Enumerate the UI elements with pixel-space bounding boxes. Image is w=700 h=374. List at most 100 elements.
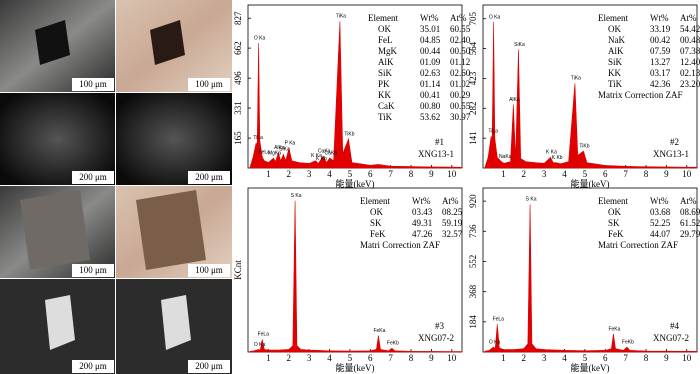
table-header: Wt% (650, 13, 669, 23)
sample-number: #2 (670, 137, 679, 147)
peak-label: O Ka (489, 339, 501, 345)
table-cell: 01.14 (420, 79, 441, 89)
x-tick-label: 3 (307, 353, 312, 363)
table-cell: KK (378, 90, 391, 100)
table-cell: MgK (378, 46, 398, 56)
table-cell: FeL (378, 35, 393, 45)
table-cell: FeK (370, 229, 386, 239)
scale-box (188, 360, 230, 373)
grain (35, 20, 70, 65)
spectrum (484, 204, 698, 353)
x-tick-label: 10 (447, 169, 457, 179)
table-header: Element (360, 196, 390, 206)
x-tick-label: 3 (542, 353, 547, 363)
table-cell: 12.40 (680, 57, 700, 67)
y-tick-label: 705 (468, 12, 478, 26)
table-cell: 42.36 (650, 79, 671, 89)
x-tick-label: 7 (388, 353, 393, 363)
x-tick-label: 7 (388, 169, 393, 179)
table-cell: 61.52 (680, 218, 700, 228)
x-tick-label: 3 (307, 169, 312, 179)
table-cell: FeK (608, 229, 624, 239)
table-cell: 01.02 (450, 79, 470, 89)
table-cell: SK (608, 218, 620, 228)
table-cell: 54.42 (680, 24, 700, 34)
table-footer: Matri Correction ZAF (360, 240, 440, 250)
y-tick-label: 496 (233, 71, 243, 85)
peak-label: FeKa (373, 328, 385, 334)
table-header: At% (680, 13, 697, 23)
x-tick-label: 2 (287, 353, 292, 363)
x-tick-label: 1 (266, 169, 271, 179)
x-axis-label: 能量(keV) (571, 362, 610, 373)
table-cell: 00.50 (450, 46, 471, 56)
x-tick-label: 2 (522, 353, 527, 363)
table-cell: 00.42 (650, 35, 670, 45)
table-cell: CaK (378, 101, 395, 111)
x-tick-label: 5 (348, 169, 353, 179)
y-tick-label: 827 (233, 11, 243, 25)
table-cell: SK (370, 218, 382, 228)
peak-label: K Ka (546, 150, 557, 156)
table-cell: SiK (378, 68, 393, 78)
sample-number: #4 (670, 321, 680, 331)
table-cell: 00.48 (680, 35, 700, 45)
x-tick-label: 8 (409, 169, 414, 179)
peak-label: O Ka (254, 35, 266, 41)
table-cell: 53.62 (420, 112, 440, 122)
peak-label: FeKb (622, 339, 634, 345)
table-cell: 00.41 (420, 90, 440, 100)
table-cell: 52.25 (650, 218, 671, 228)
x-tick-label: 6 (603, 169, 608, 179)
peak-label: P Ka (285, 140, 296, 146)
y-tick-label: 184 (468, 315, 478, 329)
scale-box (72, 360, 114, 373)
y-tick-label: 423 (468, 71, 478, 85)
scale-box (188, 264, 230, 277)
peak-label: CaKa (318, 149, 331, 155)
table-cell: 00.80 (420, 101, 441, 111)
peak-label: S Ka (526, 197, 537, 203)
x-axis-label: 能量(keV) (571, 178, 610, 189)
table-cell: 02.40 (450, 35, 471, 45)
y-tick-label: 165 (233, 131, 243, 145)
x-tick-label: 3 (542, 169, 547, 179)
x-tick-label: 10 (447, 353, 457, 363)
table-cell: 03.17 (650, 68, 671, 78)
table-header: At% (442, 196, 459, 206)
sample-number: #1 (435, 137, 444, 147)
sample-id: XNG07-2 (653, 333, 689, 343)
x-tick-label: 6 (368, 169, 373, 179)
x-tick-label: 8 (644, 353, 649, 363)
table-cell: AlK (608, 46, 624, 56)
table-cell: 00.44 (420, 46, 441, 56)
grain (45, 295, 75, 350)
y-axis-label: KCnt (233, 260, 243, 280)
peak-label: SiKa (279, 147, 290, 153)
y-tick-label: 564 (468, 41, 478, 55)
sample-id: XNG13-1 (418, 149, 454, 159)
table-cell: 30.97 (450, 112, 471, 122)
y-tick-label: 736 (468, 224, 478, 238)
table-header: Element (598, 196, 628, 206)
peak-label: FeLa (259, 149, 271, 155)
peak-label: TiKa (571, 76, 581, 82)
table-cell: TiK (608, 79, 623, 89)
x-tick-label: 9 (429, 169, 434, 179)
table-cell: KK (608, 68, 621, 78)
grain (150, 20, 185, 65)
x-tick-label: 7 (623, 169, 628, 179)
x-tick-label: 1 (266, 353, 271, 363)
table-cell: 59.19 (442, 218, 463, 228)
peak-label: SiKa (514, 42, 525, 48)
table-cell: 60.55 (450, 24, 471, 34)
peak-label: TiKb (344, 131, 354, 137)
x-axis-label: 能量(keV) (336, 362, 375, 373)
scale-label: 100 μm (195, 79, 223, 89)
peak-label: AlKa (274, 145, 285, 151)
peak-label: O Ka (254, 342, 266, 348)
grain (136, 190, 206, 270)
table-cell: OK (370, 207, 383, 217)
peak-label: FeKb (387, 341, 399, 347)
scale-box (72, 78, 114, 91)
